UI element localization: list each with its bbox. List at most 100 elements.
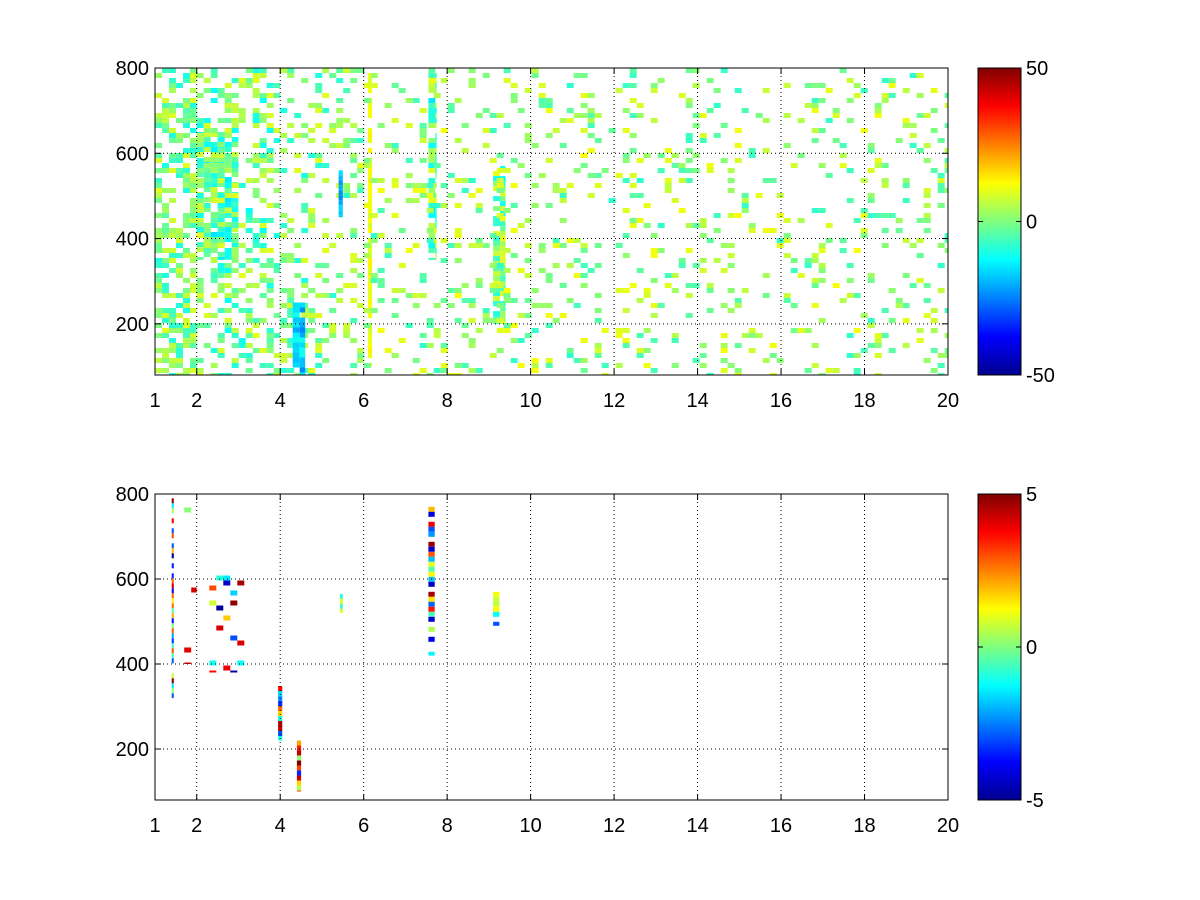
heatmap-cell — [259, 113, 267, 118]
heatmap-cell — [566, 83, 574, 88]
heatmap-cell — [426, 228, 434, 233]
heatmap-cell — [280, 323, 288, 328]
heatmap-cell — [183, 373, 190, 375]
heatmap-cell — [426, 238, 434, 243]
heatmap-cell — [657, 223, 665, 228]
heatmap-cell — [545, 273, 553, 278]
heatmap-cell — [461, 148, 469, 153]
heatmap-cell — [937, 138, 945, 143]
heatmap-cell — [162, 208, 169, 213]
heatmap-cell — [210, 218, 218, 223]
heatmap-cell — [493, 246, 501, 252]
heatmap-cell — [280, 168, 288, 173]
heatmap-cell — [629, 193, 637, 198]
heatmap-cell — [517, 338, 525, 343]
heatmap-cell — [650, 88, 658, 93]
heatmap-cell — [339, 603, 343, 609]
heatmap-cell — [475, 113, 483, 118]
heatmap-cell — [315, 273, 323, 278]
heatmap-cell — [435, 253, 437, 258]
heatmap-cell — [203, 123, 211, 128]
heatmap-cell — [171, 693, 174, 699]
heatmap-cell — [343, 188, 351, 193]
heatmap-cell — [734, 128, 742, 133]
heatmap-cell — [923, 358, 931, 363]
heatmap-cell — [155, 213, 162, 218]
heatmap-cell — [231, 142, 239, 147]
heatmap-cell — [280, 108, 288, 113]
heatmap-cell — [468, 318, 476, 323]
heatmap-cell — [266, 363, 274, 368]
heatmap-cell — [615, 173, 623, 178]
heatmap-cell — [818, 243, 826, 248]
heatmap-cell — [874, 213, 882, 218]
heatmap-cell — [343, 323, 351, 328]
heatmap-cell — [196, 203, 204, 208]
heatmap-cell — [741, 203, 749, 208]
heatmap-cell — [433, 303, 441, 308]
heatmap-cell — [210, 258, 218, 263]
x-tick-label: 12 — [603, 390, 625, 412]
heatmap-cell — [266, 123, 274, 128]
heatmap-cell — [720, 68, 728, 73]
heatmap-cell — [294, 188, 302, 193]
heatmap-cell — [287, 73, 295, 78]
heatmap-cell — [587, 123, 595, 128]
heatmap-cell — [493, 216, 501, 222]
heatmap-cell — [860, 213, 868, 218]
heatmap-cell — [190, 338, 197, 343]
heatmap-cell — [762, 293, 770, 298]
heatmap-cell — [238, 343, 246, 348]
heatmap-cell — [944, 248, 948, 253]
heatmap-cell — [336, 298, 344, 303]
heatmap-cell — [183, 248, 190, 253]
heatmap-cell — [500, 196, 506, 202]
plot-area-2 — [155, 494, 948, 800]
heatmap-cell — [503, 168, 511, 173]
heatmap-cell — [853, 93, 861, 98]
heatmap-cell — [685, 178, 693, 183]
heatmap-cell — [818, 263, 826, 268]
heatmap-cell — [190, 128, 197, 133]
heatmap-cell — [573, 168, 581, 173]
x-tick-label: 8 — [442, 390, 453, 412]
heatmap-cell — [292, 357, 300, 363]
heatmap-cell — [671, 363, 679, 368]
heatmap-cell — [224, 93, 232, 98]
heatmap-cell — [629, 223, 637, 228]
heatmap-cell — [367, 248, 373, 253]
heatmap-cell — [308, 368, 316, 373]
heatmap-cell — [322, 358, 330, 363]
heatmap-cell — [329, 243, 337, 248]
heatmap-cell — [440, 343, 448, 348]
heatmap-cell — [367, 348, 373, 353]
heatmap-cell — [440, 78, 448, 83]
heatmap-cell — [259, 73, 267, 78]
heatmap-cell — [643, 348, 651, 353]
heatmap-cell — [245, 208, 253, 213]
heatmap-cell — [190, 358, 197, 363]
heatmap-cell — [391, 298, 399, 303]
heatmap-cell — [259, 223, 267, 228]
heatmap-cell — [367, 343, 373, 348]
heatmap-cell — [155, 348, 162, 353]
heatmap-cell — [176, 273, 183, 278]
heatmap-cell — [322, 108, 330, 113]
heatmap-cell — [493, 221, 501, 227]
heatmap-cell — [435, 173, 437, 178]
heatmap-cell — [500, 311, 506, 317]
heatmap-cell — [493, 591, 500, 597]
heatmap-cell — [203, 248, 211, 253]
heatmap-cell — [881, 183, 889, 188]
heatmap-cell — [210, 173, 218, 178]
heatmap-cell — [573, 273, 581, 278]
heatmap-cell — [629, 283, 637, 288]
heatmap-cell — [783, 298, 791, 303]
heatmap-cell — [944, 103, 948, 108]
heatmap-cell — [191, 587, 197, 593]
heatmap-cell — [196, 183, 204, 188]
heatmap-cell — [461, 188, 469, 193]
heatmap-cell — [231, 303, 239, 308]
heatmap-cell — [435, 193, 437, 198]
